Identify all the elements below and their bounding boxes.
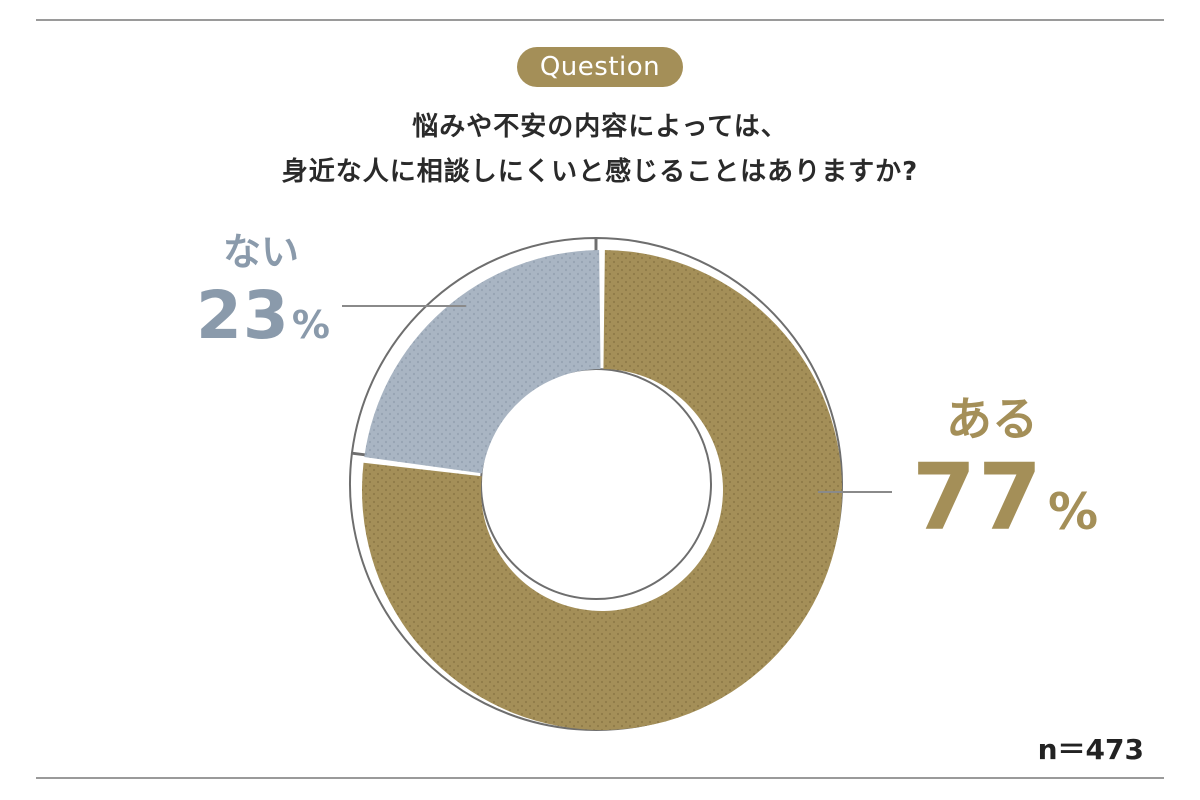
slice-no xyxy=(364,250,601,474)
slice-yes xyxy=(362,250,843,731)
label-no-unit: % xyxy=(291,303,331,347)
label-no-value: 23 xyxy=(196,277,290,354)
question-title-line-2: 身近な人に相談しにくいと感じることはありますか? xyxy=(281,157,919,187)
sample-size: n＝473 xyxy=(1037,733,1144,766)
label-yes-name: ある xyxy=(946,392,1038,446)
label-no-name: ない xyxy=(222,230,299,274)
top-divider xyxy=(36,19,1164,21)
question-badge: Question xyxy=(517,47,683,87)
label-yes: ある 77% xyxy=(912,390,1098,562)
label-yes-value: 77 xyxy=(912,444,1045,551)
label-no: ない 23% xyxy=(196,228,330,365)
bottom-divider xyxy=(36,777,1164,779)
label-yes-unit: % xyxy=(1048,483,1101,541)
question-title-line-1: 悩みや不安の内容によっては、 xyxy=(412,112,788,142)
